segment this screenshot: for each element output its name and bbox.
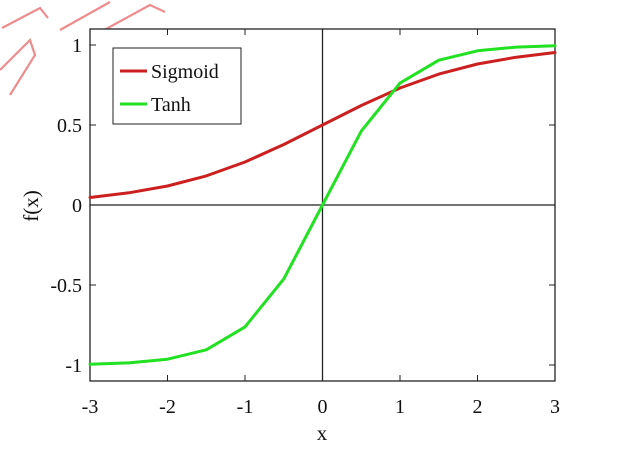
- y-axis-label: f(x): [19, 190, 43, 221]
- watermark: [0, 1, 166, 96]
- legend: Sigmoid Tanh: [112, 47, 242, 125]
- x-tick-label: 3: [550, 396, 560, 418]
- x-ticks: -3 -2 -1 0 1 2 3: [82, 29, 560, 418]
- legend-box: [112, 47, 242, 125]
- y-tick-label: -0.5: [50, 275, 82, 297]
- y-ticks: 1 0.5 0 -0.5 -1: [50, 35, 555, 377]
- x-tick-label: -3: [82, 396, 99, 418]
- y-tick-label: -1: [65, 355, 82, 377]
- legend-label-tanh: Tanh: [151, 94, 191, 116]
- series-line-tanh: [88, 44, 557, 366]
- x-tick-label: 0: [318, 396, 328, 418]
- x-axis-label: x: [317, 421, 328, 445]
- y-tick-label: 0.5: [57, 115, 82, 137]
- x-tick-label: -1: [237, 396, 254, 418]
- y-tick-label: 0: [72, 195, 82, 217]
- x-tick-label: -2: [159, 396, 176, 418]
- series-line-sigmoid: [88, 51, 557, 199]
- series-group: [88, 44, 557, 366]
- x-tick-label: 1: [395, 396, 405, 418]
- y-tick-label: 1: [72, 35, 82, 57]
- legend-label-sigmoid: Sigmoid: [151, 61, 219, 83]
- x-tick-label: 2: [473, 396, 483, 418]
